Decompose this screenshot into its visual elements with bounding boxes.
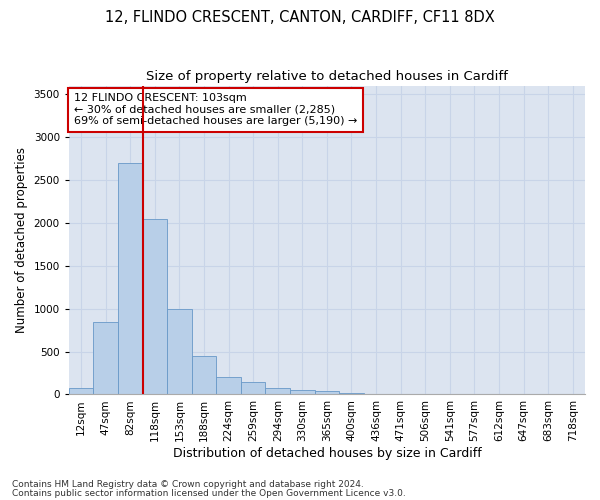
Y-axis label: Number of detached properties: Number of detached properties	[15, 147, 28, 333]
Bar	[290, 390, 314, 394]
Bar	[167, 308, 192, 394]
Bar	[69, 388, 94, 394]
Bar	[314, 392, 339, 394]
Text: 12 FLINDO CRESCENT: 103sqm
← 30% of detached houses are smaller (2,285)
69% of s: 12 FLINDO CRESCENT: 103sqm ← 30% of deta…	[74, 94, 358, 126]
Bar	[241, 382, 265, 394]
X-axis label: Distribution of detached houses by size in Cardiff: Distribution of detached houses by size …	[173, 447, 481, 460]
Text: Contains HM Land Registry data © Crown copyright and database right 2024.: Contains HM Land Registry data © Crown c…	[12, 480, 364, 489]
Bar	[339, 392, 364, 394]
Bar	[94, 322, 118, 394]
Bar	[118, 163, 143, 394]
Text: 12, FLINDO CRESCENT, CANTON, CARDIFF, CF11 8DX: 12, FLINDO CRESCENT, CANTON, CARDIFF, CF…	[105, 10, 495, 25]
Title: Size of property relative to detached houses in Cardiff: Size of property relative to detached ho…	[146, 70, 508, 83]
Bar	[143, 218, 167, 394]
Bar	[192, 356, 217, 395]
Text: Contains public sector information licensed under the Open Government Licence v3: Contains public sector information licen…	[12, 488, 406, 498]
Bar	[217, 378, 241, 394]
Bar	[265, 388, 290, 394]
